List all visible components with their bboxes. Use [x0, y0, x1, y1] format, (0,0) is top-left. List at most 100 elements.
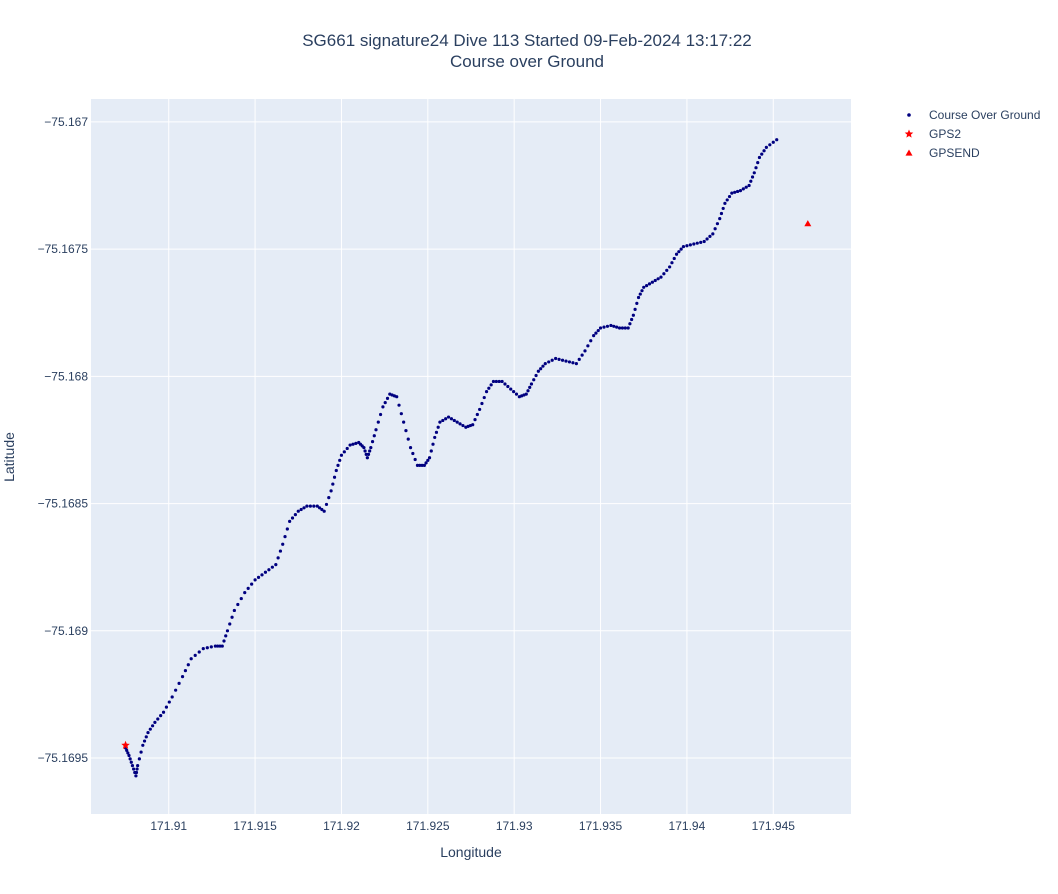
gpsend-marker	[804, 220, 812, 227]
course-point	[672, 256, 676, 261]
course-point	[159, 714, 163, 718]
course-point	[615, 325, 619, 329]
course-point	[494, 379, 498, 384]
course-point	[685, 244, 689, 248]
course-point	[484, 390, 489, 394]
course-point	[735, 189, 740, 194]
course-point	[236, 602, 240, 607]
course-point	[290, 516, 295, 520]
course-point	[402, 420, 406, 424]
course-point	[324, 502, 329, 507]
course-point	[626, 326, 630, 330]
course-point	[733, 190, 737, 194]
course-point	[461, 423, 465, 428]
y-tick-label: −75.1675	[38, 242, 89, 256]
legend-label: Course Over Ground	[929, 108, 1040, 122]
course-point	[296, 509, 300, 513]
course-point	[132, 767, 136, 771]
course-point	[141, 743, 145, 747]
course-point	[441, 418, 445, 423]
course-point	[201, 647, 205, 651]
course-point	[526, 389, 530, 393]
course-point	[180, 674, 185, 679]
course-point	[134, 774, 138, 778]
course-point	[293, 512, 297, 517]
course-point	[276, 556, 280, 560]
course-point	[719, 211, 724, 216]
course-point	[771, 140, 775, 144]
course-point	[475, 412, 479, 417]
course-point	[332, 475, 337, 479]
x-tick-label: 171.92	[323, 819, 360, 833]
course-point	[137, 757, 141, 761]
course-point	[322, 509, 326, 513]
course-point	[315, 504, 319, 508]
course-point	[640, 289, 644, 293]
course-point	[609, 323, 613, 328]
course-point	[532, 378, 536, 382]
y-tick-label: −75.169	[44, 624, 88, 638]
x-axis-title: Longitude	[440, 844, 502, 860]
course-point	[567, 360, 572, 364]
course-point	[274, 563, 278, 567]
course-point	[756, 161, 760, 165]
legend-item[interactable]: GPSEND	[905, 146, 981, 160]
course-point	[385, 396, 390, 401]
legend[interactable]: Course Over Ground GPS2 GPSEND	[904, 108, 1041, 160]
course-point	[395, 395, 399, 399]
y-tick-label: −75.167	[44, 115, 88, 129]
course-point	[368, 449, 372, 453]
course-point	[473, 418, 477, 422]
course-point	[677, 250, 681, 254]
course-point	[478, 407, 482, 412]
course-point	[320, 507, 324, 512]
course-point	[299, 507, 303, 512]
course-point	[638, 292, 642, 296]
course-point	[574, 362, 578, 366]
legend-star-icon	[904, 129, 914, 138]
course-point	[509, 387, 513, 391]
course-point	[220, 644, 224, 648]
course-point	[278, 549, 283, 553]
course-point	[348, 443, 352, 447]
course-point	[142, 739, 147, 743]
course-point	[404, 429, 408, 433]
course-point	[136, 764, 140, 768]
x-axis-ticks: 171.91 171.915 171.92 171.925 171.93 171.935 1…	[150, 819, 795, 833]
course-point	[653, 278, 657, 283]
course-point	[628, 322, 632, 326]
course-point	[167, 700, 171, 704]
course-point	[583, 349, 587, 353]
course-point	[668, 265, 672, 269]
x-tick-label: 171.94	[669, 819, 706, 833]
x-tick-label: 171.935	[579, 819, 623, 833]
course-point	[623, 326, 627, 330]
course-point	[557, 357, 561, 361]
course-point	[580, 353, 584, 357]
course-point	[218, 644, 222, 648]
legend-item[interactable]: GPS2	[904, 127, 962, 141]
course-point	[744, 185, 748, 189]
course-point	[285, 527, 289, 531]
course-point	[480, 401, 484, 406]
course-point	[489, 383, 493, 387]
course-point	[317, 506, 322, 510]
course-point	[718, 216, 722, 221]
course-point	[186, 663, 190, 667]
gps2-marker	[121, 740, 130, 749]
course-point	[635, 301, 639, 306]
course-point	[170, 695, 174, 699]
course-point	[383, 401, 387, 405]
data-points	[121, 138, 812, 778]
y-axis-title: Latitude	[1, 432, 17, 482]
course-point	[283, 535, 287, 539]
course-point	[764, 145, 768, 149]
course-point	[705, 237, 709, 241]
course-point	[438, 420, 442, 424]
course-point	[692, 242, 696, 246]
x-tick-label: 171.93	[496, 819, 533, 833]
course-point	[550, 358, 554, 362]
y-axis-ticks: −75.167 −75.1675 −75.168 −75.1685 −75.169 −75…	[38, 115, 89, 765]
course-point	[183, 669, 188, 673]
legend-item[interactable]: Course Over Ground	[907, 108, 1040, 122]
